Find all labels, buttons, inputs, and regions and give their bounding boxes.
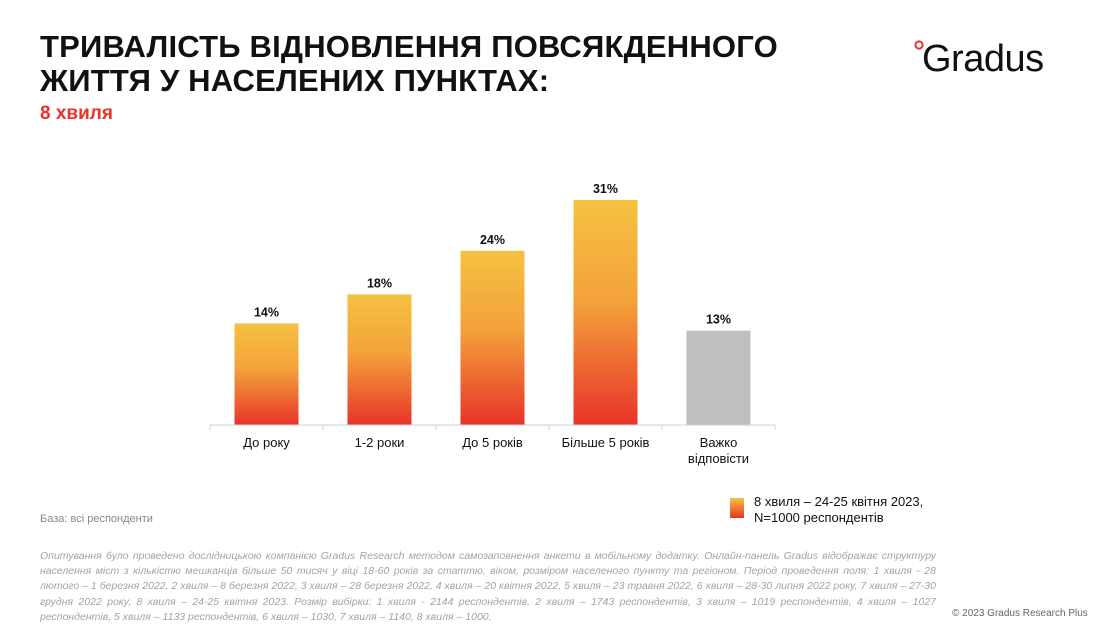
data-label-3: 24% [480, 233, 505, 247]
legend-swatch [730, 498, 744, 518]
bar-chart: 14% До року 18% 1-2 роки 24% До 5 років 31% Біл… [209, 182, 776, 466]
category-label-3: До 5 років [462, 435, 523, 450]
copyright: © 2023 Gradus Research Plus [952, 608, 1088, 619]
bar-2 [347, 294, 412, 425]
category-label-4: Більше 5 років [562, 435, 650, 450]
legend-line-1: 8 хвиля – 24-25 квітня 2023, [754, 494, 924, 509]
category-label-2: 1-2 роки [355, 435, 405, 450]
legend: 8 хвиля – 24-25 квітня 2023, N=1000 респ… [730, 494, 970, 534]
logo-accent-icon [914, 40, 924, 50]
category-label-1: До року [243, 435, 290, 450]
legend-text: 8 хвиля – 24-25 квітня 2023, N=1000 респ… [754, 494, 923, 526]
data-label-5: 13% [706, 313, 731, 327]
base-note: База: всі респонденти [40, 513, 153, 525]
legend-line-2: N=1000 респондентів [754, 510, 884, 525]
bar-4 [573, 200, 638, 425]
data-label-4: 31% [593, 182, 618, 196]
gradus-logo: Gradus [914, 38, 1074, 88]
data-label-2: 18% [367, 276, 392, 290]
data-label-1: 14% [254, 305, 279, 319]
bar-1 [234, 323, 299, 425]
page-subtitle: 8 хвиля [40, 103, 113, 124]
category-label-5: Важко відповісти [688, 435, 749, 466]
logo-text: Gradus [922, 38, 1044, 80]
methodology-note: Опитування було проведено дослідницькою … [40, 550, 936, 623]
page-title: ТРИВАЛІСТЬ ВІДНОВЛЕННЯ ПОВСЯКДЕННОГО ЖИТ… [40, 29, 778, 98]
bar-5 [686, 330, 751, 425]
bar-3 [460, 250, 525, 425]
